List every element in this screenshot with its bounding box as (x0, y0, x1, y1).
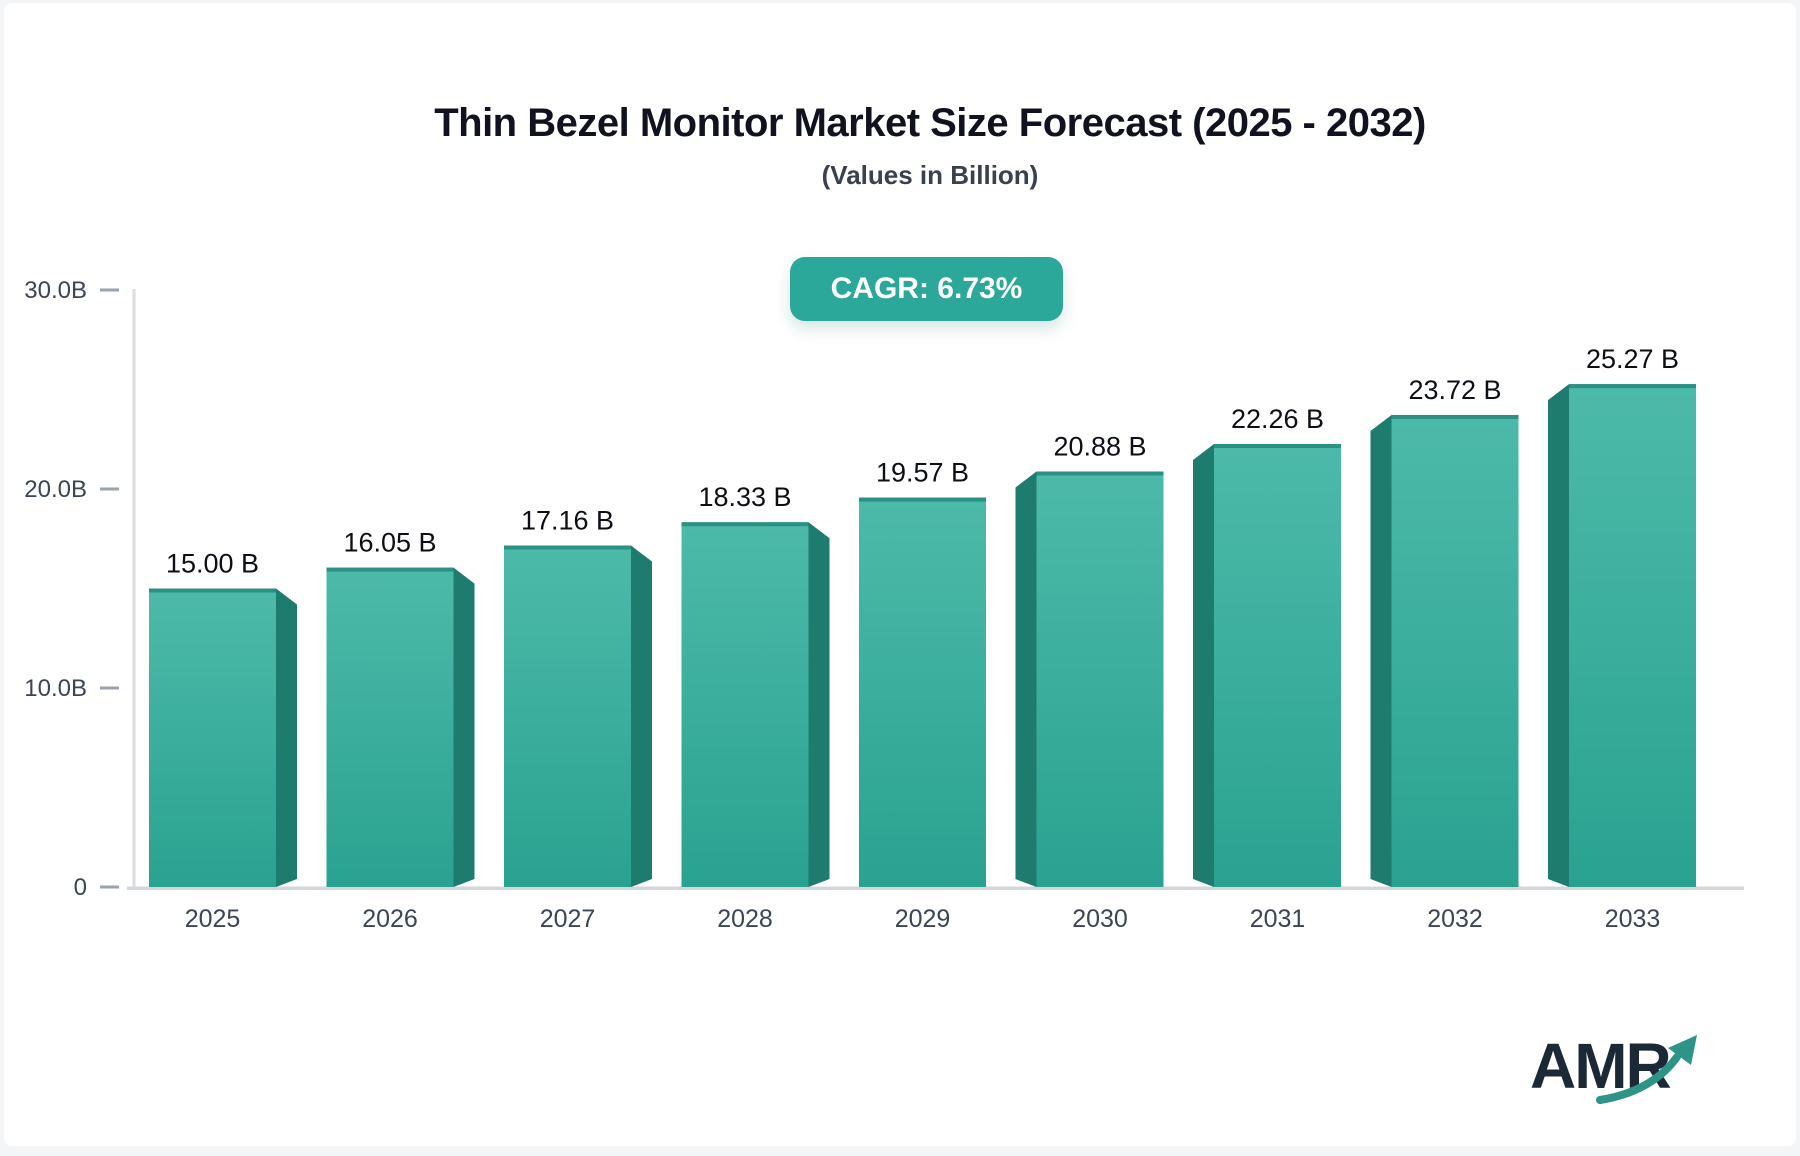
chart-subtitle: (Values in Billion) (821, 160, 1039, 190)
cagr-badge: CAGR: 6.73% (790, 257, 1063, 321)
logo-text: AMR (1530, 1030, 1671, 1102)
chart-title: Thin Bezel Monitor Market Size Forecast … (434, 101, 1426, 145)
chart-header: Thin Bezel Monitor Market Size Forecast … (60, 100, 1800, 190)
amr-logo: AMR (1528, 1030, 1713, 1106)
growth-arrow-icon (1596, 1035, 1697, 1104)
